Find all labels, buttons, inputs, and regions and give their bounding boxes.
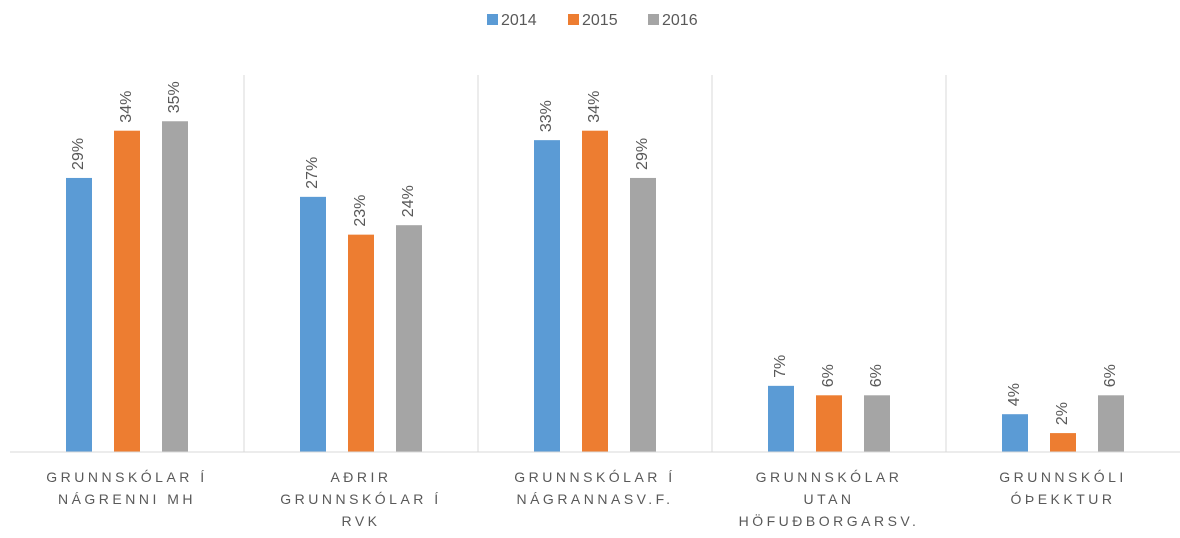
bar xyxy=(396,225,422,452)
bar xyxy=(114,130,140,452)
data-label: 4% xyxy=(1006,383,1023,406)
bar xyxy=(1002,414,1028,452)
bar xyxy=(66,177,92,452)
data-label: 24% xyxy=(400,185,417,217)
x-tick-label: GRUNNSKÓLAR Í NÁGRENNI MH xyxy=(46,469,208,507)
legend-swatch xyxy=(648,14,659,25)
legend-swatch xyxy=(487,14,498,25)
data-label: 34% xyxy=(586,91,603,123)
data-label: 2% xyxy=(1054,402,1071,425)
x-tick-label: AÐRIR GRUNNSKÓLAR Í RVK xyxy=(280,469,442,529)
data-label: 23% xyxy=(352,195,369,227)
bar xyxy=(582,130,608,452)
legend-label: 2014 xyxy=(501,12,537,29)
legend-label: 2015 xyxy=(582,12,618,29)
bar xyxy=(300,196,326,452)
x-tick-label: GRUNNSKÓLAR Í NÁGRANNASV.F. xyxy=(514,469,676,507)
data-label: 35% xyxy=(166,81,183,113)
bar xyxy=(816,395,842,452)
legend-label: 2016 xyxy=(662,12,698,29)
bar xyxy=(162,121,188,452)
bar xyxy=(348,234,374,452)
bar xyxy=(630,177,656,452)
data-label: 6% xyxy=(1102,364,1119,387)
bar xyxy=(534,140,560,452)
data-label: 29% xyxy=(70,138,87,170)
x-tick-label: GRUNNSKÓLAR UTAN HÖFUÐBORGARSV. xyxy=(738,469,920,529)
data-label: 6% xyxy=(868,364,885,387)
data-label: 6% xyxy=(820,364,837,387)
data-label: 29% xyxy=(634,138,651,170)
bar xyxy=(864,395,890,452)
data-label: 33% xyxy=(538,100,555,132)
x-tick-label: GRUNNSKÓLI ÓÞEKKTUR xyxy=(999,469,1127,507)
data-label: 7% xyxy=(772,355,789,378)
bar xyxy=(1050,433,1076,452)
bar xyxy=(768,385,794,452)
data-label: 34% xyxy=(118,91,135,123)
legend-swatch xyxy=(568,14,579,25)
bar xyxy=(1098,395,1124,452)
data-label: 27% xyxy=(304,157,321,189)
